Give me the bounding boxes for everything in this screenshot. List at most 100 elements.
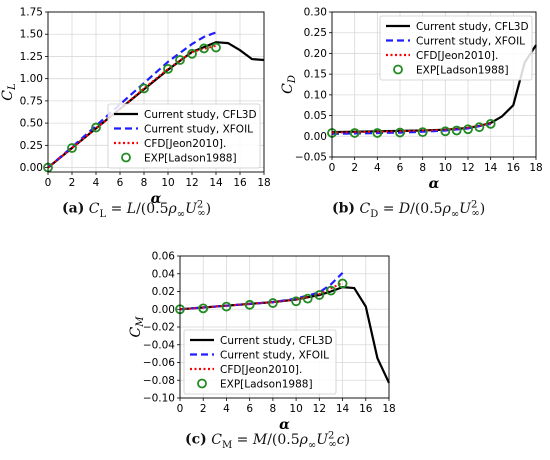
- x-tick-label: 0: [329, 162, 336, 174]
- exp-point: [211, 42, 221, 53]
- y-tick-label: 1.25: [20, 51, 43, 63]
- caption-formula: CL = L/(0.5ρ∞U2∞): [88, 199, 212, 220]
- series-group: [175, 272, 390, 384]
- axis-label: CD: [280, 75, 298, 94]
- x-tick-label: 14: [484, 162, 498, 174]
- exp-point: [302, 293, 313, 304]
- y-tick-label: −0.10: [143, 393, 175, 405]
- x-tick-label: 0: [177, 403, 184, 415]
- axis-label-main: C: [280, 83, 296, 94]
- ticks: 0 2 4 6 8 10 12 14 16 18 −0.05 0.00 0.05 0.10 0.15 0.20…: [295, 7, 543, 175]
- legend: Current study, CFL3D Current study, XFOIL…: [379, 15, 533, 81]
- caption-tag: (c): [185, 431, 207, 448]
- legend-label: Current study, CFL3D: [220, 335, 333, 347]
- legend: Current study, CFL3D Current study, XFOIL…: [183, 329, 337, 395]
- axis-label-main: C: [128, 326, 144, 337]
- x-tick-label: 2: [351, 162, 358, 174]
- y-tick-label: 0.75: [20, 95, 43, 107]
- x-tick-label: 10: [161, 177, 174, 189]
- caption-formula: CD = D/(0.5ρ∞U2∞): [359, 199, 486, 220]
- y-tick-label: 0.15: [304, 69, 327, 81]
- exp-point: [314, 290, 325, 300]
- x-tick-label: 16: [359, 403, 373, 415]
- exp-point: [91, 122, 101, 133]
- y-tick-label: 0.00: [304, 131, 327, 143]
- chart-panel-cm: 0 2 4 6 8 10 12 14 16 18 −0.10 −0.08 −0.06 −0.04 −0.02…: [125, 248, 405, 434]
- exp-point: [440, 126, 451, 137]
- y-tick-label: −0.05: [295, 152, 327, 164]
- legend-label: EXP[Ladson1988]: [220, 379, 313, 391]
- y-tick-label: 0.00: [152, 304, 175, 316]
- exp-point: [267, 298, 278, 308]
- x-tick-label: 10: [439, 162, 452, 174]
- x-tick-label: 0: [45, 177, 52, 189]
- legend: Current study, CFL3D Current study, XFOIL…: [107, 103, 261, 169]
- x-tick-label: 8: [419, 162, 426, 174]
- axes-frame: [47, 11, 265, 173]
- exp-point: [175, 55, 185, 65]
- axis-label-sub: M: [135, 316, 146, 328]
- chart-cl: 0 2 4 6 8 10 12 14 16 18 0.00 0.25 0.50 0.75 1.00 1.25 1…: [0, 7, 271, 208]
- x-tick-label: 10: [289, 403, 302, 415]
- x-axis-label: α: [429, 176, 440, 192]
- x-tick-label: 4: [374, 162, 381, 174]
- axis-label-sub: L: [7, 83, 18, 91]
- x-tick-label: 18: [257, 177, 270, 189]
- x-tick-label: 2: [69, 177, 76, 189]
- x-tick-label: 18: [382, 403, 395, 415]
- y-tick-label: 0.05: [304, 110, 327, 122]
- x-tick-label: 6: [117, 177, 124, 189]
- legend-label: Current study, XFOIL: [416, 36, 525, 48]
- exp-point: [372, 128, 383, 138]
- exp-point: [198, 303, 209, 314]
- series-group: [43, 31, 265, 173]
- y-tick-label: −0.08: [143, 375, 175, 387]
- caption-cm: (c) CM = M/(0.5ρ∞U2∞c): [185, 430, 350, 450]
- legend-marker-exp: [121, 152, 131, 163]
- legend-label: Current study, XFOIL: [144, 124, 253, 136]
- exp-point: [187, 48, 197, 59]
- x-tick-label: 16: [233, 177, 247, 189]
- y-tick-label: −0.04: [143, 339, 175, 351]
- x-tick-label: 8: [270, 403, 277, 415]
- exp-point: [244, 299, 255, 310]
- exp-point: [139, 83, 149, 94]
- legend-label: EXP[Ladson1988]: [416, 65, 509, 77]
- legend-marker-exp: [197, 378, 207, 389]
- legend-label: Current study, CFL3D: [144, 109, 257, 121]
- legend-label: EXP[Ladson1988]: [144, 153, 237, 165]
- caption-tag: (a): [62, 200, 85, 217]
- y-tick-label: 0.06: [152, 251, 176, 263]
- exp-point: [67, 143, 77, 153]
- legend-label: CFD[Jeon2010].: [416, 50, 498, 62]
- y-tick-label: −0.06: [143, 357, 175, 369]
- exp-point: [395, 127, 405, 138]
- chart-cd: 0 2 4 6 8 10 12 14 16 18 −0.05 0.00 0.05 0.10 0.15 0.20…: [280, 7, 543, 193]
- x-tick-label: 6: [246, 403, 253, 415]
- caption-cl: (a) CL = L/(0.5ρ∞U2∞): [62, 199, 211, 219]
- exp-point: [485, 118, 496, 129]
- legend-label: CFD[Jeon2010].: [220, 364, 302, 376]
- legend-box: [379, 15, 533, 81]
- x-tick-label: 12: [313, 403, 326, 415]
- x-tick-label: 14: [209, 177, 223, 189]
- x-tick-label: 12: [185, 177, 198, 189]
- chart-panel-cd: 0 2 4 6 8 10 12 14 16 18 −0.05 0.00 0.05 0.10 0.15 0.20…: [280, 0, 550, 225]
- y-tick-label: 0.20: [304, 48, 327, 60]
- x-tick-label: 8: [141, 177, 148, 189]
- x-axis-label: α: [151, 191, 162, 207]
- caption-tag: (b): [332, 200, 356, 217]
- series-line-xfoil: [47, 31, 217, 169]
- x-tick-label: 12: [461, 162, 474, 174]
- axes-frame: [331, 11, 537, 158]
- axes-frame: [179, 255, 390, 399]
- legend-marker-exp: [393, 64, 403, 75]
- x-tick-label: 4: [93, 177, 100, 189]
- x-tick-label: 2: [200, 403, 207, 415]
- y-tick-label: 1.50: [20, 29, 43, 41]
- exp-point: [451, 125, 462, 136]
- exp-point: [463, 124, 473, 135]
- legend-label: CFD[Jeon2010].: [144, 138, 226, 150]
- y-tick-label: 0.02: [152, 286, 175, 298]
- exp-point: [417, 127, 428, 138]
